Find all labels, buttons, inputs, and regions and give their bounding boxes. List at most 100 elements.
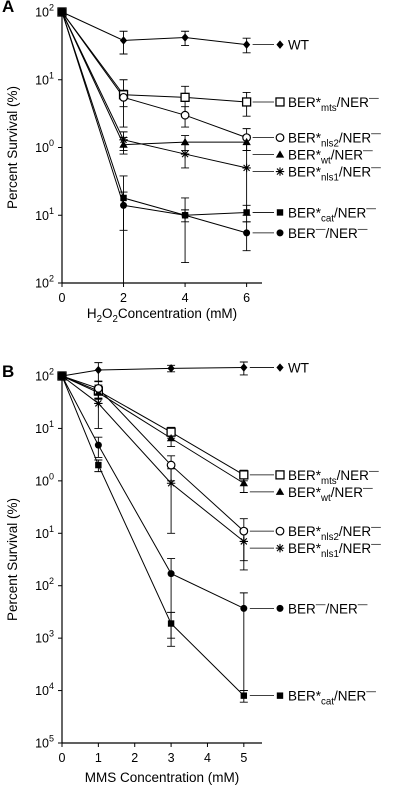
x-tick-label: 5 [240, 751, 247, 765]
legend-marker [276, 40, 284, 49]
series-line [61, 11, 247, 216]
data-point [240, 604, 248, 612]
error-bar [167, 611, 176, 647]
legend-label-part: /NER [339, 131, 372, 146]
data-point [239, 526, 249, 536]
y-tick-label-exponent: 2 [49, 576, 54, 586]
y-tick-label-base: 10 [35, 684, 49, 698]
legend-label: BER—/NER— [288, 224, 368, 241]
legend-label-part: mts [321, 476, 337, 487]
legend-label-part: wt [320, 156, 331, 167]
legend-label-part: WT [288, 38, 309, 53]
legend-label-part: cat [321, 213, 334, 224]
y-tick-label: 101 [35, 419, 54, 436]
legend-label-part: /NER [337, 95, 370, 110]
legend-label: BER*wt/NER— [288, 146, 373, 167]
x-axis-label-part: 2 [112, 314, 117, 325]
legend-label-part: nls1 [321, 173, 339, 184]
series-line [61, 11, 247, 234]
legend-entry: BER—/NER— [252, 224, 368, 241]
y-tick-label-base: 10 [35, 277, 49, 291]
legend-entry: BER*mts/NER— [252, 93, 379, 114]
data-point [241, 97, 252, 107]
y-tick-label-base: 10 [35, 474, 49, 488]
data-point [180, 137, 190, 146]
legend-entry: BER*nls2/NER— [249, 522, 381, 543]
legend-label-part: /NER [334, 689, 367, 704]
series-line [61, 11, 247, 169]
legend-label: BER*nls1/NER— [288, 539, 381, 560]
y-tick-label-exponent: 0 [49, 138, 54, 148]
legend-label-part: /NER [339, 524, 372, 539]
series-line [61, 375, 245, 484]
y-tick-label-exponent: 1 [49, 206, 54, 216]
y-tick-label-exponent: 1 [49, 419, 54, 429]
data-point [95, 461, 102, 469]
legend-label-part: BER* [288, 205, 322, 220]
y-tick-label-base: 10 [35, 422, 49, 436]
data-point [239, 537, 249, 546]
data-point [94, 441, 102, 449]
legend-entry: BER*nls1/NER— [249, 539, 381, 560]
legend-label-part: wt [320, 493, 331, 504]
legend-label-part: — [316, 599, 326, 610]
data-point [239, 479, 249, 487]
legend-label-part: — [371, 522, 381, 533]
legend-entry: BER*wt/NER— [252, 146, 373, 167]
y-tick-label-base: 10 [35, 370, 49, 384]
legend-label-part: — [371, 163, 381, 174]
series-line [61, 375, 245, 697]
legend-marker [275, 97, 285, 107]
data-point [119, 135, 128, 144]
legend-label-part: BER* [288, 524, 322, 539]
series-line [61, 375, 245, 609]
y-tick-label-exponent: 2 [49, 274, 54, 284]
y-tick-label-exponent: 3 [49, 629, 54, 639]
data-point [239, 470, 249, 480]
data-point [58, 372, 66, 380]
x-tick-label: 1 [95, 751, 102, 765]
x-axis-label-part: O [102, 306, 113, 321]
legend-label-part: BER* [288, 541, 322, 556]
legend-marker [275, 526, 285, 536]
y-tick-label-exponent: 2 [49, 3, 54, 13]
legend-entry: BER*nls2/NER— [252, 129, 381, 150]
legend-marker [276, 363, 284, 372]
legend-label-part: BER* [288, 148, 322, 163]
legend-entry: BER*nls1/NER— [252, 163, 381, 184]
legend-entry: BER—/NER— [249, 599, 368, 616]
legend-label-part: — [366, 203, 376, 214]
legend-label-part: BER* [288, 468, 322, 483]
data-point [243, 229, 251, 237]
legend-entry: BER*mts/NER— [249, 466, 379, 487]
data-point [180, 149, 190, 159]
legend-label: BER*mts/NER— [288, 93, 379, 114]
data-point [119, 140, 128, 148]
x-axis-label: H2O2Concentration (mM) [87, 306, 237, 325]
legend-label: BER—/NER— [288, 599, 368, 616]
legend-label-part: — [371, 129, 381, 140]
data-point [58, 8, 66, 16]
legend-marker [275, 543, 285, 553]
series-line [61, 367, 244, 377]
x-axis-label-part: H [87, 306, 97, 321]
legend-entry: WT [252, 38, 309, 53]
legend-label-part: WT [288, 361, 309, 376]
legend-label: WT [288, 361, 309, 376]
legend-label-part: BER [288, 601, 316, 616]
legend-label-part: BER* [288, 689, 322, 704]
legend-label-part: /NER [325, 601, 358, 616]
legend-marker [276, 604, 284, 612]
legend-label: BER*nls2/NER— [288, 129, 381, 150]
x-tick-label: 4 [182, 291, 189, 305]
legend-label-part: BER* [288, 485, 322, 500]
legend-label: BER*cat/NER— [288, 687, 376, 708]
legend-label-part: /NER [334, 205, 367, 220]
data-point [242, 137, 251, 146]
y-tick-label: 104 [35, 681, 54, 698]
x-tick-label: 0 [59, 291, 66, 305]
data-point [181, 211, 189, 219]
legend-label-part: — [369, 466, 379, 477]
